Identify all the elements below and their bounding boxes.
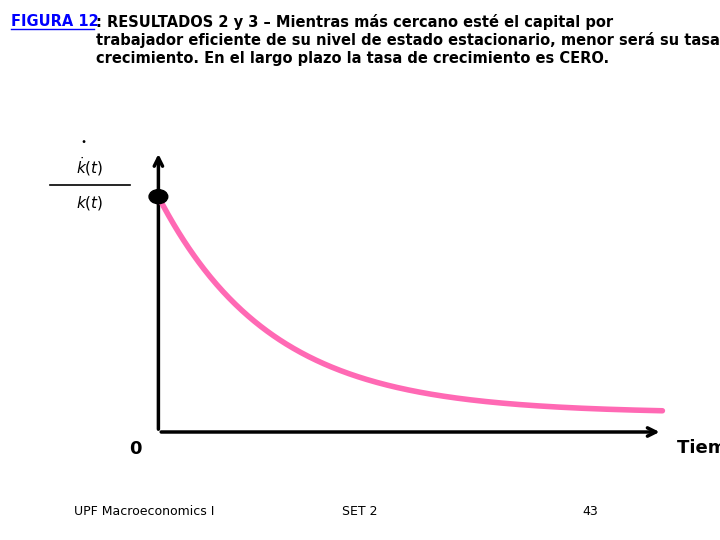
- Text: UPF Macroeconomics I: UPF Macroeconomics I: [74, 505, 214, 518]
- Text: $k(t)$: $k(t)$: [76, 194, 104, 212]
- Text: FIGURA 12: FIGURA 12: [11, 14, 99, 29]
- Text: 43: 43: [582, 505, 598, 518]
- Text: SET 2: SET 2: [342, 505, 378, 518]
- Text: 0: 0: [129, 440, 142, 458]
- Text: $\dot{k}(t)$: $\dot{k}(t)$: [76, 156, 104, 178]
- Text: : RESULTADOS 2 y 3 – Mientras más cercano esté el capital por
trabajador eficien: : RESULTADOS 2 y 3 – Mientras más cercan…: [96, 14, 720, 65]
- Text: Tiempo t: Tiempo t: [677, 439, 720, 457]
- Text: $\bullet$: $\bullet$: [80, 135, 86, 145]
